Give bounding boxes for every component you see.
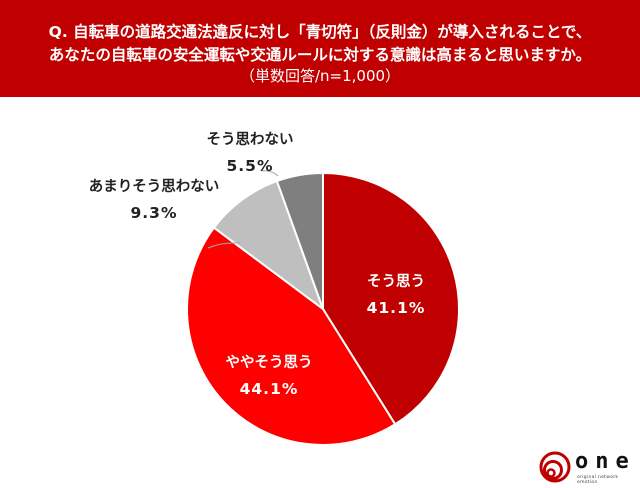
slice-somewhat-disagree (212, 179, 326, 312)
label-agree-name: そう思う (367, 274, 425, 290)
question-line-1: Q. 自転車の道路交通法違反に対し「青切符」（反則金）が導入されることで、 (48, 23, 592, 41)
label-disagree-value: 5.5% (226, 157, 274, 175)
slice-somewhat-agree (186, 226, 397, 446)
sample-note: （単数回答/n=1,000） (239, 67, 401, 85)
logo-tagline: original network emotion (577, 475, 619, 485)
label-agree: そう思う 41.1% (356, 270, 436, 317)
label-somewhat-agree-name: ややそう思う (225, 355, 313, 371)
label-somewhat-disagree-value: 9.3% (130, 204, 178, 222)
question-header: Q. 自転車の道路交通法違反に対し「青切符」（反則金）が導入されることで、 あな… (0, 0, 640, 97)
label-disagree-name: そう思わない (206, 132, 294, 148)
label-somewhat-agree: ややそう思う 44.1% (214, 351, 324, 398)
label-disagree: そう思わない 5.5% (200, 128, 300, 175)
spiral-logo-icon (539, 451, 571, 483)
leader-line-disagree (261, 170, 279, 177)
label-agree-value: 41.1% (366, 299, 426, 317)
label-somewhat-disagree-name: あまりそう思わない (88, 179, 220, 195)
leader-line-somewhat-disagree (207, 242, 241, 249)
slice-disagree (275, 171, 324, 310)
pie-slices (186, 171, 460, 446)
one-logo: one original network emotion (537, 449, 637, 485)
question-line-2: あなたの自転車の安全運転や交通ルールに対する意識は高まると思いますか。 (48, 46, 592, 64)
label-somewhat-agree-value: 44.1% (239, 380, 299, 398)
logo-word: one (575, 449, 636, 474)
label-somewhat-disagree: あまりそう思わない 9.3% (84, 175, 224, 222)
